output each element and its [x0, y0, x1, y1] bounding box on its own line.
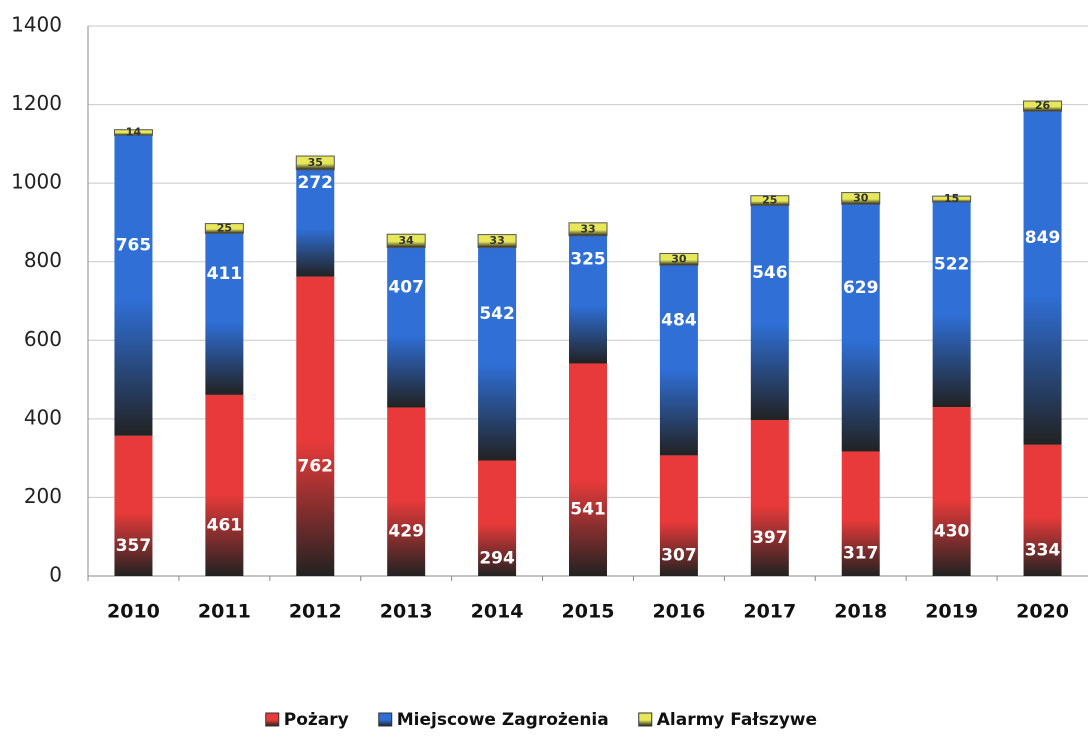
value-label: 546 — [752, 263, 788, 283]
x-tick-label: 2017 — [743, 601, 796, 623]
value-label: 765 — [116, 235, 152, 255]
value-label: 484 — [661, 310, 697, 330]
value-label: 325 — [570, 250, 606, 270]
value-label: 33 — [489, 234, 504, 247]
bar-segment — [659, 455, 698, 576]
y-tick-label: 600 — [24, 327, 62, 351]
bar-segment — [750, 195, 790, 207]
x-tick-label: 2014 — [471, 601, 524, 623]
value-label: 429 — [388, 522, 424, 542]
value-label: 542 — [479, 304, 515, 324]
bar-segment — [568, 222, 608, 237]
bar-segment — [841, 451, 880, 576]
value-label: 307 — [661, 546, 697, 566]
y-tick-label: 0 — [49, 563, 62, 587]
bar-segment — [932, 195, 972, 203]
y-tick-label: 1200 — [11, 91, 62, 115]
legend-swatch — [378, 712, 393, 727]
bar-segment — [750, 420, 789, 576]
bar-segment — [569, 363, 607, 576]
bar-segment — [659, 252, 699, 266]
bar-segment — [477, 234, 517, 249]
value-label: 33 — [580, 222, 595, 235]
bar-segment — [386, 233, 426, 249]
value-label: 294 — [479, 548, 515, 568]
value-label: 522 — [934, 255, 970, 275]
x-tick-label: 2016 — [652, 601, 705, 623]
x-tick-label: 2015 — [562, 601, 615, 623]
legend-label: Miejscowe Zagrożenia — [397, 710, 609, 730]
bar-segment — [1023, 111, 1062, 445]
value-label: 317 — [843, 544, 879, 564]
bar-segment — [205, 233, 244, 395]
bar-segment — [295, 155, 335, 171]
y-tick-label: 800 — [24, 248, 62, 272]
bar-segment — [841, 192, 881, 205]
bar-segment — [296, 169, 335, 277]
legend-swatch — [638, 712, 653, 727]
bar-segment — [750, 205, 789, 421]
value-label: 629 — [843, 278, 879, 298]
value-label: 25 — [762, 194, 777, 207]
value-label: 25 — [217, 222, 232, 235]
bar-segment — [478, 460, 517, 576]
bar-segment — [387, 407, 426, 576]
y-tick-label: 200 — [24, 484, 62, 508]
value-label: 15 — [944, 192, 959, 205]
value-label: 30 — [671, 252, 687, 265]
bar-segment — [204, 223, 244, 234]
bar-segment — [114, 135, 153, 436]
bar-segment — [932, 407, 971, 576]
legend-swatch — [265, 712, 280, 727]
value-label: 35 — [308, 156, 323, 169]
value-label: 430 — [934, 522, 970, 542]
bar-segment — [113, 129, 153, 136]
value-label: 26 — [1035, 99, 1051, 112]
value-label: 14 — [126, 125, 142, 138]
value-label: 407 — [388, 278, 424, 298]
value-label: 849 — [1025, 228, 1061, 248]
y-tick-label: 1000 — [11, 170, 62, 194]
x-tick-label: 2013 — [380, 601, 433, 623]
x-tick-label: 2020 — [1016, 601, 1069, 623]
value-label: 30 — [853, 191, 869, 204]
bar-segment — [387, 247, 426, 408]
value-label: 762 — [298, 456, 334, 476]
bar-segment — [569, 235, 607, 364]
value-label: 357 — [116, 536, 152, 556]
x-tick-label: 2011 — [198, 601, 251, 623]
bar-segment — [205, 394, 244, 576]
legend-label: Pożary — [284, 710, 349, 730]
y-tick-label: 1400 — [11, 13, 62, 37]
value-label: 397 — [752, 528, 788, 548]
value-label: 34 — [399, 234, 415, 247]
bar-segment — [114, 435, 153, 576]
x-tick-label: 2019 — [925, 601, 978, 623]
bar-segment — [1023, 444, 1062, 576]
bar-segment — [1023, 100, 1063, 112]
legend-label: Alarmy Fałszywe — [657, 710, 817, 730]
bar-segment — [932, 202, 971, 408]
value-label: 272 — [298, 173, 334, 193]
x-tick-label: 2010 — [107, 601, 160, 623]
bar-segment — [841, 204, 880, 452]
value-label: 541 — [570, 500, 606, 520]
x-tick-label: 2018 — [834, 601, 887, 623]
bar-segment — [659, 265, 698, 456]
x-tick-label: 2012 — [289, 601, 342, 623]
bar-segment — [478, 247, 517, 461]
bar-segment — [296, 276, 335, 576]
value-label: 461 — [207, 515, 243, 535]
y-tick-label: 400 — [24, 405, 62, 429]
value-label: 411 — [207, 264, 243, 284]
value-label: 334 — [1025, 540, 1061, 560]
